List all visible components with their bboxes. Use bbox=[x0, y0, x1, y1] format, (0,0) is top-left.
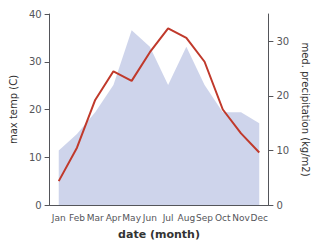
svg-text:40: 40 bbox=[29, 9, 42, 20]
svg-text:max temp (C): max temp (C) bbox=[8, 75, 19, 144]
svg-text:Jun: Jun bbox=[142, 213, 157, 223]
svg-text:Dec: Dec bbox=[251, 213, 268, 223]
svg-text:30: 30 bbox=[29, 56, 42, 67]
svg-text:20: 20 bbox=[276, 90, 289, 101]
svg-text:Nov: Nov bbox=[232, 213, 250, 223]
svg-text:Mar: Mar bbox=[87, 213, 104, 223]
svg-text:med. precipitation (kg/m2): med. precipitation (kg/m2) bbox=[300, 42, 311, 176]
svg-text:date (month): date (month) bbox=[118, 228, 200, 241]
svg-text:Aug: Aug bbox=[178, 213, 196, 223]
svg-text:10: 10 bbox=[276, 145, 289, 156]
svg-text:Feb: Feb bbox=[69, 213, 85, 223]
svg-text:30: 30 bbox=[276, 36, 289, 47]
svg-text:20: 20 bbox=[29, 104, 42, 115]
svg-text:0: 0 bbox=[276, 200, 282, 211]
svg-text:Oct: Oct bbox=[215, 213, 231, 223]
svg-text:Sep: Sep bbox=[196, 213, 213, 223]
svg-text:0: 0 bbox=[35, 200, 41, 211]
svg-text:Jul: Jul bbox=[162, 213, 174, 223]
svg-text:Jan: Jan bbox=[51, 213, 66, 223]
svg-text:Apr: Apr bbox=[106, 213, 122, 223]
svg-text:10: 10 bbox=[29, 152, 42, 163]
svg-text:May: May bbox=[122, 213, 141, 223]
